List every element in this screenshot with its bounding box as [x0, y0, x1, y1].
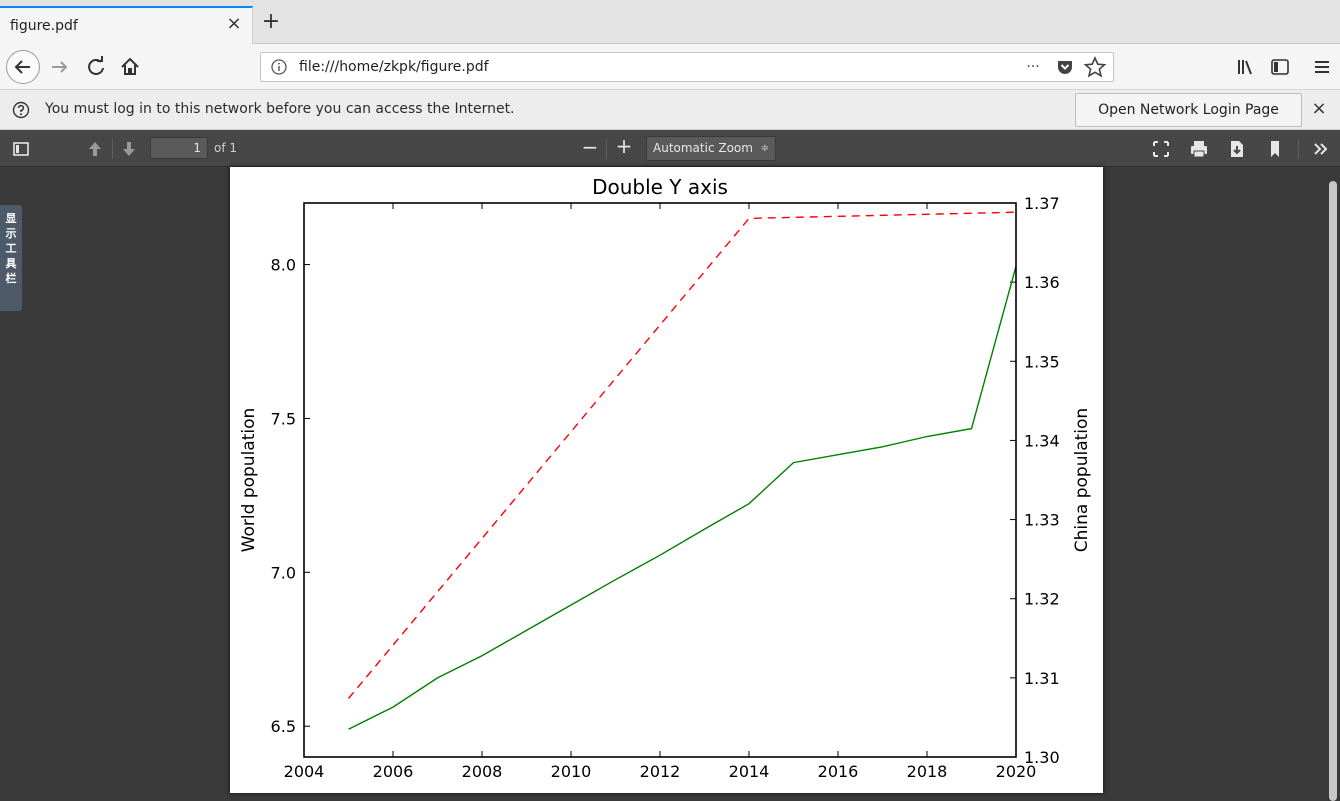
y-axis-label-left: World population [239, 408, 259, 553]
y-tick-label-left: 6.5 [271, 717, 296, 736]
x-tick-label: 2006 [373, 762, 414, 781]
info-icon[interactable] [271, 59, 287, 75]
tab-close-icon[interactable]: × [226, 13, 242, 34]
download-icon[interactable] [1226, 138, 1248, 160]
china-population-line [348, 266, 1017, 730]
y-tick-label-left: 7.0 [271, 563, 296, 582]
zoom-in-button[interactable]: + [615, 134, 633, 158]
home-icon [121, 57, 139, 75]
x-tick-label: 2004 [284, 762, 325, 781]
sidebar-toggle-icon[interactable] [1266, 53, 1294, 81]
show-toolbar-label: 显示工具栏 [5, 212, 17, 285]
plot-frame [303, 202, 1017, 758]
reload-icon [88, 56, 104, 75]
help-icon [12, 101, 30, 119]
y-tick-label-right: 1.36 [1024, 273, 1060, 292]
notification-close-icon[interactable]: × [1311, 98, 1327, 119]
x-tick-label: 2014 [729, 762, 770, 781]
x-tick-label: 2020 [996, 762, 1037, 781]
pocket-icon[interactable] [1053, 56, 1077, 78]
zoom-select-value: Automatic Zoom [653, 141, 753, 155]
y-tick-label-right: 1.31 [1024, 669, 1060, 688]
page-actions-icon[interactable]: ··· [1026, 59, 1040, 75]
y-tick-label-right: 1.34 [1024, 431, 1060, 450]
toolbar-separator [112, 139, 113, 159]
new-tab-button[interactable]: + [261, 9, 281, 34]
page-count-label: of 1 [214, 141, 238, 155]
forward-button[interactable] [46, 53, 74, 81]
world-population-line [347, 211, 1017, 699]
x-tick-label: 2016 [818, 762, 859, 781]
back-button[interactable] [6, 50, 40, 84]
zoom-select[interactable]: Automatic Zoom ≑ [646, 136, 776, 161]
bookmark-star-icon[interactable] [1083, 56, 1107, 78]
previous-page-icon[interactable] [84, 138, 106, 160]
y-tick-label-right: 1.32 [1024, 590, 1060, 609]
tools-chevron-icon[interactable] [1310, 138, 1332, 160]
y-tick-label-right: 1.30 [1024, 748, 1060, 767]
scrollbar[interactable] [1329, 181, 1337, 801]
x-tick-label: 2018 [907, 762, 948, 781]
open-network-login-button[interactable]: Open Network Login Page [1075, 93, 1302, 127]
x-tick-label: 2012 [640, 762, 681, 781]
y-tick-label-right: 1.37 [1024, 194, 1060, 213]
y-tick-label-left: 8.0 [271, 256, 296, 275]
presentation-mode-icon[interactable] [1150, 138, 1172, 160]
next-page-icon[interactable] [118, 138, 140, 160]
bookmark-icon[interactable] [1264, 138, 1286, 160]
notification-bar: You must log in to this network before y… [0, 90, 1340, 130]
y-tick-label-left: 7.5 [271, 409, 296, 428]
chart-title: Double Y axis [592, 175, 728, 199]
y-tick-label-right: 1.35 [1024, 352, 1060, 371]
toolbar-separator [1298, 139, 1299, 159]
forward-arrow-icon [52, 61, 68, 73]
notification-message: You must log in to this network before y… [45, 101, 515, 117]
x-tick-label: 2010 [551, 762, 592, 781]
double-y-axis-chart: Double Y axis World population China pop… [239, 175, 1092, 781]
pdf-page: Double Y axis World population China pop… [230, 167, 1103, 793]
toolbar-separator [606, 139, 607, 159]
print-icon[interactable] [1188, 138, 1210, 160]
y-axis-label-right: China population [1072, 408, 1092, 552]
chevron-updown-icon: ≑ [760, 143, 769, 154]
home-button[interactable] [116, 53, 144, 81]
show-toolbar-tab[interactable]: 显示工具栏 [0, 205, 22, 311]
tab-strip: figure.pdf × + [0, 0, 1340, 44]
navigation-bar: file:///home/zkpk/figure.pdf ··· [0, 44, 1340, 90]
page-number-input[interactable]: 1 [150, 137, 208, 159]
tab-title: figure.pdf [10, 18, 78, 34]
tab-figure-pdf[interactable]: figure.pdf × [0, 6, 253, 44]
url-text[interactable]: file:///home/zkpk/figure.pdf [299, 59, 489, 75]
zoom-out-button[interactable]: − [581, 135, 599, 159]
reload-button[interactable] [82, 53, 110, 81]
x-tick-label: 2008 [462, 762, 503, 781]
pdf-viewer[interactable]: 显示工具栏 Double Y axis World population Chi… [0, 167, 1340, 801]
url-bar[interactable]: file:///home/zkpk/figure.pdf ··· [260, 52, 1114, 82]
pdf-toolbar: 1 of 1 − + Automatic Zoom ≑ [0, 130, 1340, 167]
library-icon[interactable] [1232, 53, 1260, 81]
back-arrow-icon [14, 60, 30, 74]
sidebar-toggle-icon[interactable] [10, 138, 32, 160]
y-tick-label-right: 1.33 [1024, 511, 1060, 530]
menu-icon[interactable] [1308, 53, 1336, 81]
